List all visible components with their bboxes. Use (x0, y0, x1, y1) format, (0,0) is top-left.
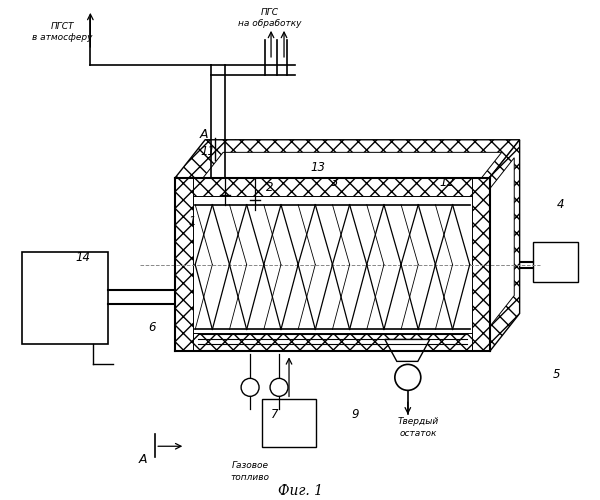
Text: 5: 5 (553, 368, 560, 381)
Bar (533, 242, 578, 282)
Circle shape (270, 378, 288, 396)
Polygon shape (490, 140, 520, 352)
Polygon shape (175, 140, 520, 177)
Polygon shape (385, 340, 430, 361)
Text: 6: 6 (148, 321, 156, 334)
Polygon shape (175, 178, 490, 196)
Text: Фиг. 1: Фиг. 1 (277, 484, 323, 498)
Polygon shape (193, 152, 502, 190)
Polygon shape (472, 178, 490, 352)
Text: ПГС
на обработку: ПГС на обработку (238, 8, 302, 28)
Text: 9: 9 (351, 408, 359, 421)
Bar (22, 252, 109, 344)
Text: 14: 14 (76, 251, 91, 264)
Circle shape (241, 378, 259, 396)
Circle shape (395, 364, 421, 390)
Text: 3: 3 (331, 176, 338, 189)
Polygon shape (43, 262, 73, 281)
Text: 12: 12 (439, 176, 454, 189)
Polygon shape (484, 158, 514, 334)
Text: 7: 7 (271, 408, 279, 421)
Polygon shape (175, 334, 490, 351)
Text: 13: 13 (310, 161, 325, 174)
Text: 2: 2 (266, 181, 274, 194)
Bar (262, 400, 316, 447)
Text: А: А (139, 452, 148, 466)
Text: Твердый
остаток: Твердый остаток (397, 417, 439, 438)
Text: А: А (200, 128, 208, 141)
Text: 1: 1 (188, 215, 196, 228)
Text: 11: 11 (200, 145, 215, 158)
Polygon shape (175, 178, 490, 352)
Text: 4: 4 (557, 198, 565, 211)
Polygon shape (175, 178, 193, 352)
Text: ПГСТ
в атмосферу: ПГСТ в атмосферу (32, 22, 92, 42)
Text: Газовое
топливо: Газовое топливо (230, 461, 269, 481)
